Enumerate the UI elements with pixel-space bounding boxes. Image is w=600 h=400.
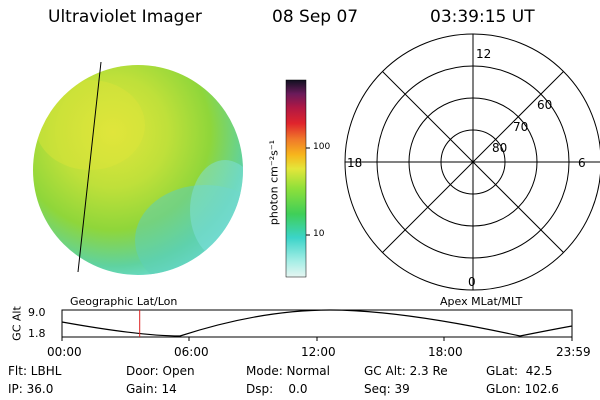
time-label: 03:39:15 UT (430, 7, 535, 27)
strip-y-tick-1-8: 1.8 (28, 327, 46, 340)
info-gain: Gain: 14 (126, 382, 177, 396)
terminator-line (77, 61, 102, 273)
instrument-title: Ultraviolet Imager (48, 7, 202, 27)
polar-plot (344, 33, 600, 291)
time-tick-0600: 06:00 (174, 345, 209, 359)
strip-left-label: Geographic Lat/Lon (70, 295, 178, 308)
info-glon: GLon: 102.6 (486, 382, 559, 396)
colorbar-tick-100: 100 (313, 142, 331, 152)
lat-label-80: 80 (492, 141, 508, 155)
lat-label-70: 70 (513, 120, 529, 134)
altitude-curve (61, 309, 573, 337)
mlt-label-6: 6 (578, 156, 586, 170)
info-filter: Flt: LBHL (8, 364, 62, 378)
strip-y-tick-9: 9.0 (28, 306, 46, 319)
info-ip: IP: 36.0 (8, 382, 54, 396)
strip-right-label: Apex MLat/MLT (440, 295, 523, 308)
info-glat: GLat: 42.5 (486, 364, 553, 378)
earth-disk-image (33, 61, 243, 275)
time-tick-1800: 18:00 (428, 345, 463, 359)
mlt-label-18: 18 (347, 156, 363, 170)
time-tick-2359: 23:59 (556, 345, 591, 359)
colorbar-label: photon cm⁻²s⁻¹ (267, 139, 281, 226)
strip-y-label: GC Alt (10, 306, 24, 341)
lat-label-60: 60 (537, 98, 553, 112)
date-label: 08 Sep 07 (272, 7, 359, 27)
info-door: Door: Open (126, 364, 195, 378)
colorbar-tick-10: 10 (313, 229, 325, 239)
time-tick-0000: 00:00 (47, 345, 82, 359)
colorbar (285, 79, 307, 278)
orbit-strip (61, 309, 573, 341)
mlt-label-12: 12 (476, 47, 492, 61)
mlt-label-0: 0 (468, 275, 476, 289)
info-dsp: Dsp: 0.0 (246, 382, 308, 396)
info-seq: Seq: 39 (364, 382, 410, 396)
time-tick-1200: 12:00 (301, 345, 336, 359)
info-mode: Mode: Normal (246, 364, 330, 378)
info-gc-alt: GC Alt: 2.3 Re (364, 364, 448, 378)
